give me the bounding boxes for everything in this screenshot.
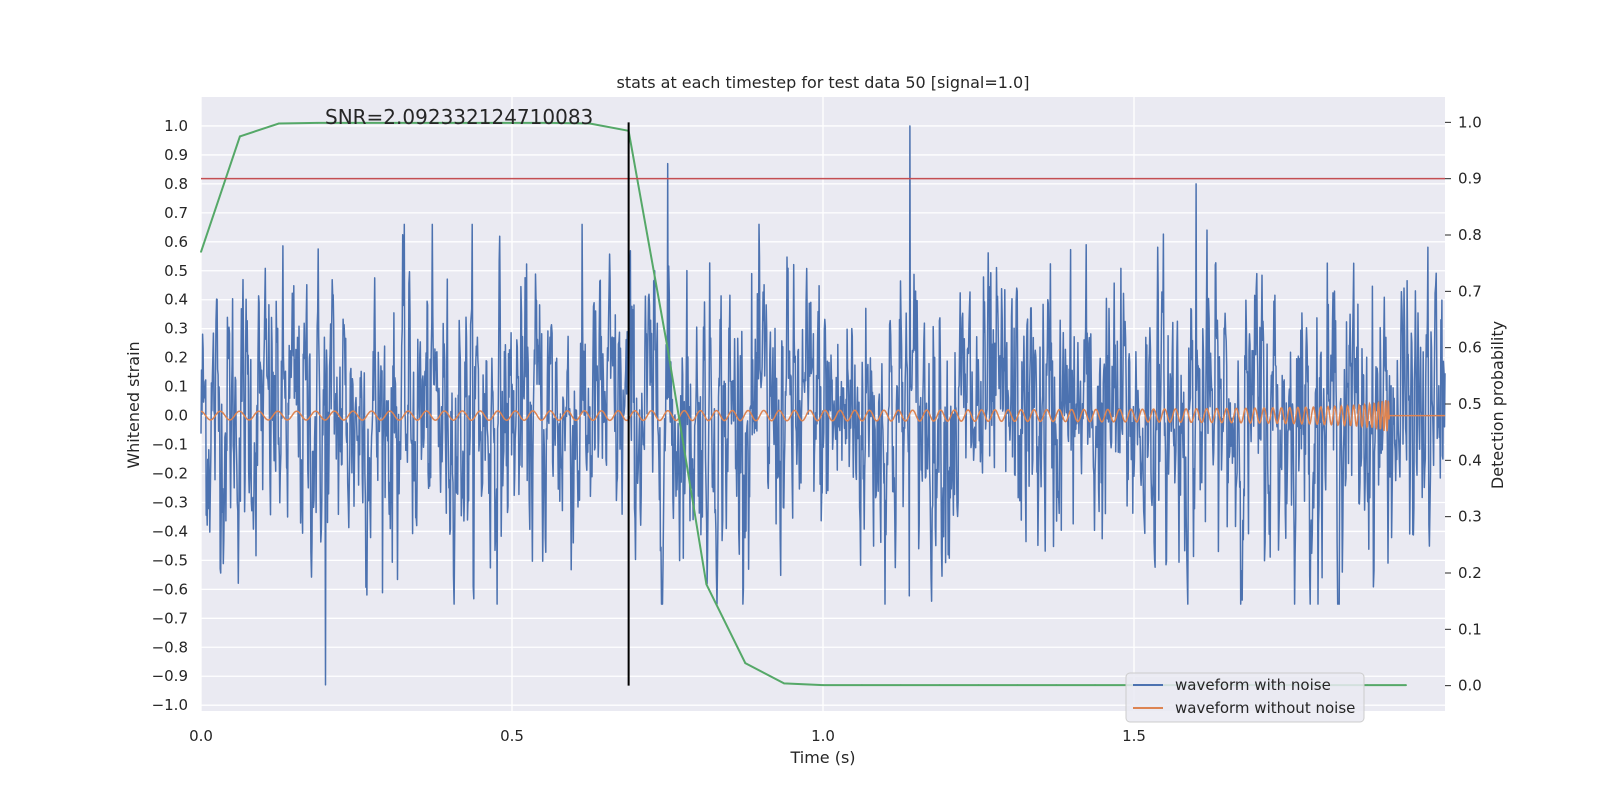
probability-point-23 [1094, 684, 1096, 686]
y-right-tick-label-7: 0.3 [1458, 508, 1482, 526]
x-axis-label: Time (s) [789, 748, 855, 767]
y-left-tick-label-13: −0.3 [152, 493, 188, 511]
y-left-tick-label-19: −0.9 [152, 667, 188, 685]
legend-box [1125, 672, 1365, 723]
probability-point-7 [472, 122, 474, 124]
y-right-tick-label-0: 1.0 [1458, 113, 1482, 131]
y-left-tick-label-15: −0.5 [152, 551, 188, 569]
y-left-tick-label-2: 0.8 [164, 175, 188, 193]
y-left-tick-label-18: −0.8 [152, 638, 188, 656]
y-right-tick-label-10: 0.0 [1458, 677, 1482, 695]
x-tick-label-2: 1.0 [811, 727, 835, 745]
x-tick-label-1: 0.5 [500, 727, 524, 745]
y-left-tick-label-16: −0.6 [152, 580, 188, 598]
y-left-tick-label-3: 0.7 [164, 204, 188, 222]
y-left-tick-label-0: 1.0 [164, 117, 188, 135]
y-axis-label-right: Detection probability [1488, 321, 1507, 489]
x-ticks: 0.0 0.5 1.0 1.5 [189, 727, 1146, 745]
y-left-tick-label-8: 0.2 [164, 349, 188, 367]
y-right-tick-label-3: 0.7 [1458, 282, 1482, 300]
probability-point-14 [744, 662, 747, 664]
line-waveform-without-noise [200, 400, 1445, 432]
y-right-tick-label-2: 0.8 [1458, 226, 1482, 244]
probability-point-17 [861, 684, 863, 686]
y-left-tick-label-5: 0.5 [164, 262, 188, 280]
probability-point-19 [938, 684, 941, 686]
probability-point-1 [239, 135, 241, 138]
probability-point-4 [355, 122, 358, 124]
chart-title: stats at each timestep for test data 50 … [617, 73, 1030, 92]
y-axis-label-left: Whitened strain [124, 341, 143, 468]
probability-point-5 [394, 122, 397, 124]
legend-label-chirp: waveform without noise [1175, 699, 1355, 717]
probability-point-12 [666, 346, 669, 349]
probability-point-8 [511, 122, 513, 124]
y-left-tick-label-6: 0.4 [164, 291, 188, 309]
probability-point-10 [588, 122, 591, 125]
probability-point-21 [1016, 684, 1019, 686]
y-left-tick-label-7: 0.3 [164, 320, 188, 338]
probability-point-15 [783, 682, 785, 685]
y-left-tick-label-11: −0.1 [152, 436, 188, 454]
y-left-tick-label-4: 0.6 [164, 233, 188, 251]
y-right-tick-label-1: 0.9 [1458, 170, 1482, 188]
y-left-tick-label-1: 0.9 [164, 146, 188, 164]
y-right-tick-label-5: 0.5 [1458, 395, 1482, 413]
y-right-tick-label-4: 0.6 [1458, 339, 1482, 357]
series-waveform-with-noise [200, 125, 1446, 686]
probability-point-18 [899, 684, 902, 686]
x-tick-label-0: 0.0 [189, 727, 213, 745]
legend-label-noise: waveform with noise [1175, 676, 1331, 694]
legend: waveform with noise waveform without noi… [1125, 672, 1365, 723]
snr-annotation: SNR=2.092332124710083 [325, 105, 593, 129]
probability-point-2 [277, 122, 280, 125]
y-left-tick-label-12: −0.2 [152, 465, 188, 483]
y-right-tick-label-6: 0.4 [1458, 451, 1482, 469]
probability-point-6 [433, 122, 436, 124]
y-left-tick-label-10: 0.0 [164, 407, 188, 425]
series-waveform-without-noise [200, 400, 1445, 432]
probability-point-20 [977, 684, 980, 686]
y-left-tick-label-17: −0.7 [152, 609, 188, 627]
y-left-tick-label-9: 0.1 [164, 378, 188, 396]
y-ticks-right: 1.0 0.9 0.8 0.7 0.6 0.5 0.4 0.3 0.2 0.1 0.0 [1445, 113, 1482, 695]
probability-point-31 [1405, 684, 1407, 686]
probability-point-30 [1366, 684, 1369, 686]
y-right-tick-label-8: 0.2 [1458, 564, 1482, 582]
reference-lines [201, 122, 1445, 686]
probability-point-22 [1055, 684, 1058, 686]
line-waveform-with-noise [200, 125, 1446, 686]
probability-point-13 [705, 583, 708, 586]
probability-point-0 [200, 251, 202, 253]
y-left-tick-label-20: −1.0 [152, 696, 188, 714]
y-right-tick-label-9: 0.1 [1458, 620, 1482, 638]
y-ticks-left: 1.0 0.9 0.8 0.7 0.6 0.5 0.4 0.3 0.2 0.1 0.0 −0.1 −0.… [152, 117, 188, 714]
y-left-tick-label-14: −0.4 [152, 522, 188, 540]
probability-point-16 [822, 684, 824, 686]
probability-point-3 [316, 122, 319, 124]
probability-point-9 [550, 122, 552, 124]
x-tick-label-3: 1.5 [1122, 727, 1146, 745]
